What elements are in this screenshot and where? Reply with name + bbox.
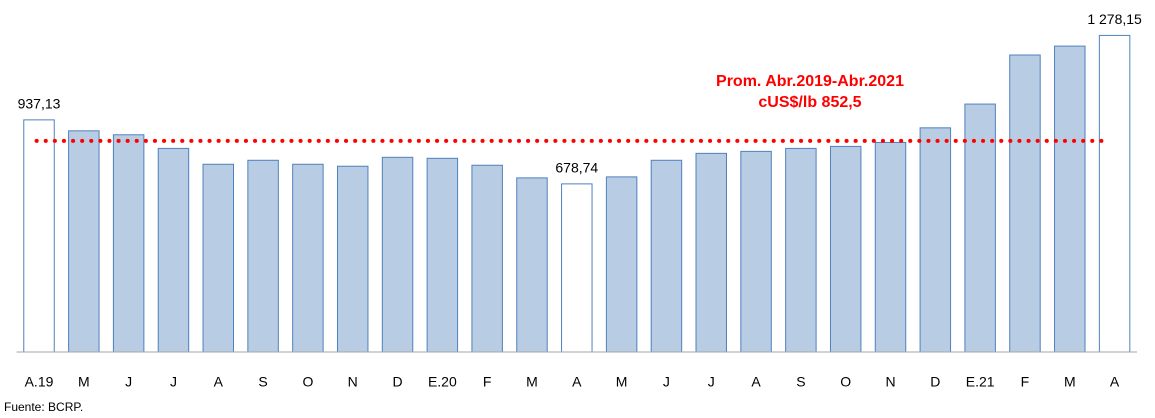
bar bbox=[157, 147, 190, 353]
x-tick-label: N bbox=[348, 374, 358, 390]
x-tick-label: D bbox=[930, 374, 940, 390]
source-note: Fuente: BCRP. bbox=[4, 400, 83, 414]
bar bbox=[740, 150, 772, 353]
bar bbox=[919, 127, 952, 353]
bar bbox=[650, 159, 683, 353]
x-tick-label: A bbox=[214, 374, 224, 390]
bar bbox=[1098, 34, 1131, 353]
bar bbox=[112, 134, 145, 353]
x-tick-label: M bbox=[1064, 374, 1076, 390]
x-tick-label: O bbox=[840, 374, 851, 390]
bar bbox=[68, 130, 100, 353]
bar bbox=[336, 165, 369, 353]
bar bbox=[471, 164, 503, 353]
x-tick-label: J bbox=[170, 374, 177, 390]
x-tick-label: N bbox=[885, 374, 895, 390]
bar bbox=[1054, 45, 1086, 353]
bar bbox=[426, 157, 459, 353]
bar bbox=[23, 119, 55, 353]
x-tick-label: S bbox=[258, 374, 267, 390]
data-label: 678,74 bbox=[555, 160, 598, 176]
bar bbox=[1009, 54, 1041, 353]
x-tick-label: F bbox=[483, 374, 492, 390]
x-tick-label: M bbox=[616, 374, 628, 390]
x-tick-label: E.21 bbox=[966, 374, 995, 390]
x-tick-label: M bbox=[78, 374, 90, 390]
x-tick-label: D bbox=[392, 374, 402, 390]
reference-label: cUS$/lb 852,5 bbox=[758, 94, 861, 111]
bar bbox=[964, 103, 996, 353]
x-tick-label: O bbox=[302, 374, 313, 390]
reference-label: Prom. Abr.2019-Abr.2021 bbox=[716, 73, 904, 90]
x-tick-label: M bbox=[526, 374, 538, 390]
bar bbox=[785, 147, 817, 353]
x-tick-label: J bbox=[708, 374, 715, 390]
x-tick-label: A.19 bbox=[25, 374, 54, 390]
x-tick-label: A bbox=[1110, 374, 1120, 390]
bar bbox=[605, 176, 638, 353]
bar bbox=[561, 183, 593, 353]
x-tick-label: S bbox=[796, 374, 805, 390]
bar bbox=[874, 141, 907, 353]
bar bbox=[247, 159, 279, 353]
bar bbox=[516, 177, 548, 353]
x-tick-label: F bbox=[1021, 374, 1030, 390]
x-tick-label: J bbox=[125, 374, 132, 390]
x-tick-label: A bbox=[751, 374, 761, 390]
bar bbox=[381, 156, 414, 353]
x-tick-label: J bbox=[663, 374, 670, 390]
bar bbox=[202, 163, 235, 353]
bar bbox=[292, 163, 324, 353]
x-tick-label: A bbox=[572, 374, 582, 390]
data-label: 937,13 bbox=[18, 96, 61, 112]
bar bbox=[695, 152, 727, 353]
data-label: 1 278,15 bbox=[1087, 11, 1142, 27]
x-tick-label: E.20 bbox=[428, 374, 457, 390]
bar bbox=[829, 145, 862, 353]
